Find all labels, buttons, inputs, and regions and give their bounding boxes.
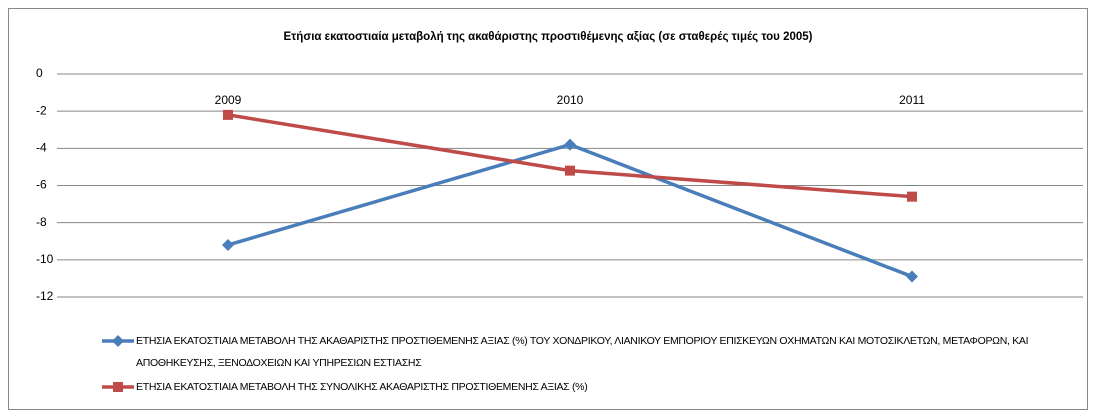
legend: ΕΤΗΣΙΑ ΕΚΑΤΟΣΤΙΑΙΑ ΜΕΤΑΒΟΛΗ ΤΗΣ ΑΚΑΘΑΡΙΣ…	[100, 330, 1060, 400]
marker	[223, 109, 233, 120]
marker	[906, 270, 918, 283]
x-tick-label: 2010	[557, 93, 584, 107]
legend-marker	[112, 335, 124, 347]
x-tick-label: 2011	[899, 93, 925, 107]
legend-key	[102, 382, 134, 392]
chart-title: Ετήσια εκατοστιαία μεταβολή της ακαθάρισ…	[284, 31, 813, 43]
marker	[222, 238, 234, 251]
legend-item: ΕΤΗΣΙΑ ΕΚΑΤΟΣΤΙΑΙΑ ΜΕΤΑΒΟΛΗ ΤΗΣ ΣΥΝΟΛΙΚΗ…	[100, 376, 1060, 398]
y-tick-label: 0	[36, 66, 43, 80]
legend-marker	[113, 382, 123, 392]
chart-border	[8, 8, 1088, 410]
marker	[564, 138, 576, 151]
y-tick-label: -6	[36, 178, 47, 192]
y-tick-label: -8	[36, 215, 47, 229]
marker	[565, 165, 575, 176]
y-tick-label: -2	[36, 103, 47, 117]
legend-item: ΕΤΗΣΙΑ ΕΚΑΤΟΣΤΙΑΙΑ ΜΕΤΑΒΟΛΗ ΤΗΣ ΑΚΑΘΑΡΙΣ…	[100, 330, 1060, 374]
legend-label: ΕΤΗΣΙΑ ΕΚΑΤΟΣΤΙΑΙΑ ΜΕΤΑΒΟΛΗ ΤΗΣ ΣΥΝΟΛΙΚΗ…	[136, 381, 588, 393]
y-tick-label: -4	[36, 141, 47, 155]
marker	[907, 191, 917, 202]
legend-label: ΕΤΗΣΙΑ ΕΚΑΤΟΣΤΙΑΙΑ ΜΕΤΑΒΟΛΗ ΤΗΣ ΑΚΑΘΑΡΙΣ…	[136, 335, 1029, 369]
y-tick-label: -12	[36, 289, 54, 303]
legend-key	[102, 335, 134, 347]
y-tick-label: -10	[36, 252, 54, 266]
x-tick-label: 2009	[215, 93, 242, 107]
